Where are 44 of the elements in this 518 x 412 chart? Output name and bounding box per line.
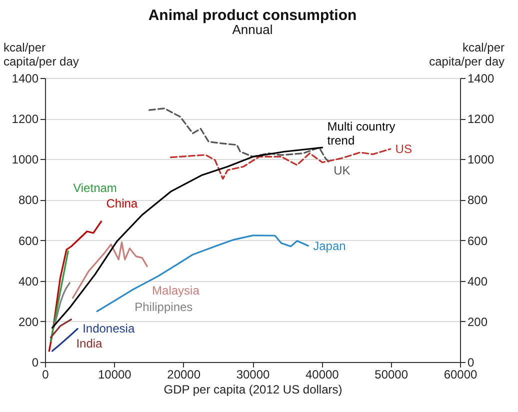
y2-tick-label: 800: [468, 193, 488, 208]
line-series: [51, 328, 78, 352]
text: Vietnam: [73, 181, 117, 196]
chart-title: Animal product consumption: [148, 7, 357, 24]
y2-tick-label: 1200: [468, 112, 495, 126]
y-tick-label: 1200: [12, 112, 39, 126]
series-label: China: [106, 196, 138, 210]
x-tick-label: 0: [42, 368, 50, 382]
series-label: US: [395, 142, 412, 156]
y-tick-label: 400: [18, 274, 39, 288]
y-tick-label: 1400: [12, 72, 39, 86]
y-tick-label: 200: [18, 314, 39, 329]
x-tick-label: 50000: [374, 368, 408, 382]
y-tick-label: 800: [18, 193, 39, 208]
line-series: [72, 242, 148, 299]
series-label: Multi country trend: [327, 120, 396, 148]
chart-subtitle: Annual: [232, 22, 273, 37]
y2-tick-label: 400: [468, 274, 488, 288]
y-tick-label: 0: [32, 356, 39, 370]
y2-axis-title: kcal/per capita/per day: [429, 40, 504, 68]
series-label: India: [76, 336, 103, 350]
text: Philippines: [134, 300, 193, 314]
y2-tick-label: 1000: [468, 152, 495, 167]
line-series: [148, 108, 330, 162]
x-tick-label: 20000: [167, 368, 201, 382]
x-tick-label: 30000: [236, 368, 270, 382]
series-label: Japan: [313, 238, 346, 253]
y-tick-label: 600: [18, 234, 39, 248]
y-axis-title: kcal/per capita/per day: [4, 40, 79, 68]
y2-tick-label: 200: [468, 314, 488, 329]
x-axis-title: GDP per capita (2012 US dollars): [164, 382, 342, 396]
y-tick-label: 1000: [12, 152, 39, 167]
series-label: Malaysia: [152, 283, 200, 298]
y2-tick-label: 1400: [468, 72, 495, 86]
x-tick-label: 60000: [444, 368, 478, 382]
x-tick-label: 40000: [305, 368, 340, 382]
line-series: [96, 234, 309, 312]
y2-tick-label: 0: [468, 356, 474, 370]
y2-tick-label: 600: [468, 234, 488, 248]
line-series: [170, 148, 392, 180]
line-series: [53, 282, 70, 329]
x-tick-label: 10000: [98, 368, 132, 382]
series-label: UK: [334, 164, 350, 178]
series-label: Indonesia: [82, 322, 135, 336]
